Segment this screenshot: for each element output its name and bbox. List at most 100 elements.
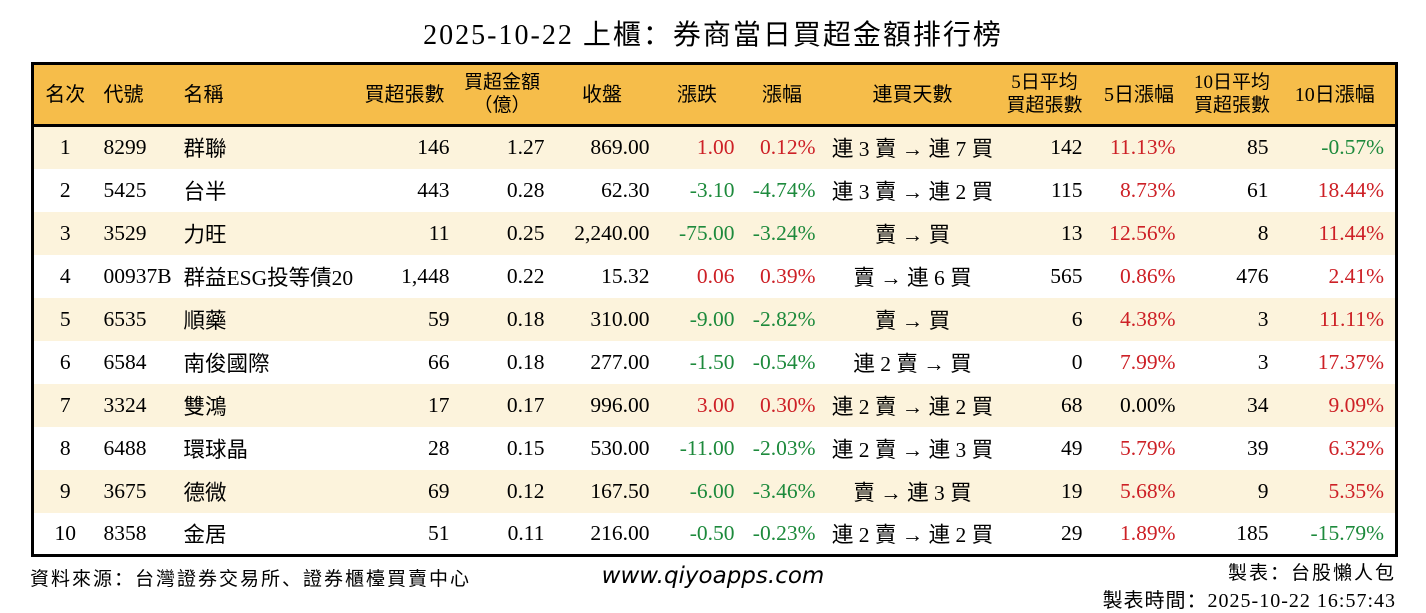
column-header-net_buy_volume: 買超張數 [354, 63, 455, 127]
cell-rank: 2 [32, 168, 97, 212]
cell-code: 6584 [96, 340, 175, 384]
cell-streak: 連 2 賣 → 連 2 買 [824, 383, 1001, 427]
cell-avg10_volume: 8 [1189, 211, 1275, 255]
cell-change: -6.00 [654, 469, 740, 513]
cell-pct5: 0.86% [1088, 254, 1190, 298]
cell-rank: 5 [32, 297, 97, 341]
cell-close: 62.30 [549, 168, 655, 212]
cell-pct10: -0.57% [1274, 125, 1397, 169]
cell-net_buy_amount: 0.17 [454, 383, 550, 427]
cell-avg5_volume: 142 [1000, 125, 1089, 169]
cell-change_pct: -2.03% [739, 426, 825, 470]
column-header-change_pct: 漲幅 [739, 63, 825, 127]
cell-name: 順藥 [174, 297, 355, 341]
cell-code: 8358 [96, 512, 175, 556]
cell-pct10: 11.44% [1274, 211, 1397, 255]
cell-name: 南俊國際 [174, 340, 355, 384]
cell-avg5_volume: 68 [1000, 383, 1089, 427]
data-source-note: 資料來源：台灣證券交易所、證券櫃檯買賣中心 [30, 569, 472, 590]
cell-code: 8299 [96, 125, 175, 169]
cell-close: 869.00 [549, 125, 655, 169]
cell-streak: 連 2 賣 → 連 2 買 [824, 512, 1001, 556]
cell-avg10_volume: 185 [1189, 512, 1275, 556]
cell-change: -11.00 [654, 426, 740, 470]
column-header-rank: 名次 [32, 63, 97, 127]
cell-net_buy_volume: 69 [354, 469, 455, 513]
cell-change_pct: -0.54% [739, 340, 825, 384]
cell-streak: 連 3 賣 → 連 2 買 [824, 168, 1001, 212]
cell-pct10: 5.35% [1274, 469, 1397, 513]
cell-avg5_volume: 6 [1000, 297, 1089, 341]
cell-pct10: -15.79% [1274, 512, 1397, 556]
cell-net_buy_volume: 443 [354, 168, 455, 212]
table-maker-note: 製表：台股懶人包 [1227, 563, 1396, 584]
column-header-avg5_volume: 5日平均 買超張數 [1000, 63, 1089, 127]
cell-close: 15.32 [549, 254, 655, 298]
table-header-row: 名次 代號 名稱 買超張數 買超金額 （億） 收盤 漲跌 漲幅 連買天數 5日平均 買超張數 5日漲… [32, 63, 1397, 127]
cell-code: 6488 [96, 426, 175, 470]
cell-net_buy_volume: 17 [354, 383, 455, 427]
cell-rank: 4 [32, 254, 97, 298]
cell-change_pct: -2.82% [739, 297, 825, 341]
table-row: 3 3529 力旺 11 0.25 2,240.00 -75.00 -3.24% 賣 → 買 13… [32, 211, 1397, 255]
cell-rank: 3 [32, 211, 97, 255]
cell-avg10_volume: 61 [1189, 168, 1275, 212]
cell-pct5: 0.00% [1088, 383, 1190, 427]
cell-code: 3324 [96, 383, 175, 427]
broker-net-buy-ranking-table: 名次 代號 名稱 買超張數 買超金額 （億） 收盤 漲跌 漲幅 連買天數 5日平均 買超張數 5日漲… [31, 62, 1398, 557]
cell-net_buy_volume: 11 [354, 211, 455, 255]
cell-pct10: 18.44% [1274, 168, 1397, 212]
cell-avg10_volume: 476 [1189, 254, 1275, 298]
cell-net_buy_volume: 28 [354, 426, 455, 470]
cell-change: 3.00 [654, 383, 740, 427]
cell-close: 996.00 [549, 383, 655, 427]
cell-net_buy_amount: 0.18 [454, 297, 550, 341]
cell-change_pct: -3.46% [739, 469, 825, 513]
cell-change_pct: 0.12% [739, 125, 825, 169]
cell-name: 雙鴻 [174, 383, 355, 427]
cell-rank: 10 [32, 512, 97, 556]
cell-rank: 6 [32, 340, 97, 384]
cell-net_buy_volume: 59 [354, 297, 455, 341]
cell-avg10_volume: 3 [1189, 340, 1275, 384]
cell-pct10: 2.41% [1274, 254, 1397, 298]
cell-streak: 連 2 賣 → 買 [824, 340, 1001, 384]
cell-change: 1.00 [654, 125, 740, 169]
cell-avg5_volume: 565 [1000, 254, 1089, 298]
cell-pct5: 11.13% [1088, 125, 1190, 169]
cell-name: 群聯 [174, 125, 355, 169]
cell-rank: 8 [32, 426, 97, 470]
cell-change_pct: -3.24% [739, 211, 825, 255]
column-header-close: 收盤 [549, 63, 655, 127]
cell-net_buy_amount: 0.25 [454, 211, 550, 255]
table-row: 2 5425 台半 443 0.28 62.30 -3.10 -4.74% 連 3 賣 → 連 … [32, 168, 1397, 212]
cell-change: 0.06 [654, 254, 740, 298]
cell-pct5: 12.56% [1088, 211, 1190, 255]
cell-pct10: 11.11% [1274, 297, 1397, 341]
table-header: 名次 代號 名稱 買超張數 買超金額 （億） 收盤 漲跌 漲幅 連買天數 5日平均 買超張數 5日漲… [32, 63, 1397, 127]
cell-rank: 7 [32, 383, 97, 427]
cell-name: 環球晶 [174, 426, 355, 470]
cell-avg5_volume: 0 [1000, 340, 1089, 384]
page-title: 2025-10-22 上櫃：券商當日買超金額排行榜 [423, 20, 1003, 51]
column-header-avg10_volume: 10日平均 買超張數 [1189, 63, 1275, 127]
column-header-name: 名稱 [174, 63, 355, 127]
cell-change: -9.00 [654, 297, 740, 341]
column-header-net_buy_amount: 買超金額 （億） [454, 63, 550, 127]
table-row: 10 8358 金居 51 0.11 216.00 -0.50 -0.23% 連 2 賣 → 連… [32, 512, 1397, 556]
ranking-table-container: 名次 代號 名稱 買超張數 買超金額 （億） 收盤 漲跌 漲幅 連買天數 5日平均 買超張數 5日漲… [31, 62, 1398, 557]
table-row: 1 8299 群聯 146 1.27 869.00 1.00 0.12% 連 3 賣 → 連 7… [32, 125, 1397, 169]
cell-avg5_volume: 29 [1000, 512, 1089, 556]
cell-change: -1.50 [654, 340, 740, 384]
cell-change_pct: -0.23% [739, 512, 825, 556]
table-row: 8 6488 環球晶 28 0.15 530.00 -11.00 -2.03% 連 2 賣 → … [32, 426, 1397, 470]
cell-streak: 連 2 賣 → 連 3 買 [824, 426, 1001, 470]
cell-pct5: 7.99% [1088, 340, 1190, 384]
cell-change_pct: -4.74% [739, 168, 825, 212]
column-header-pct5: 5日漲幅 [1088, 63, 1190, 127]
cell-close: 2,240.00 [549, 211, 655, 255]
cell-net_buy_amount: 0.12 [454, 469, 550, 513]
cell-pct10: 6.32% [1274, 426, 1397, 470]
website-url: www.qiyoapps.com [601, 563, 825, 589]
